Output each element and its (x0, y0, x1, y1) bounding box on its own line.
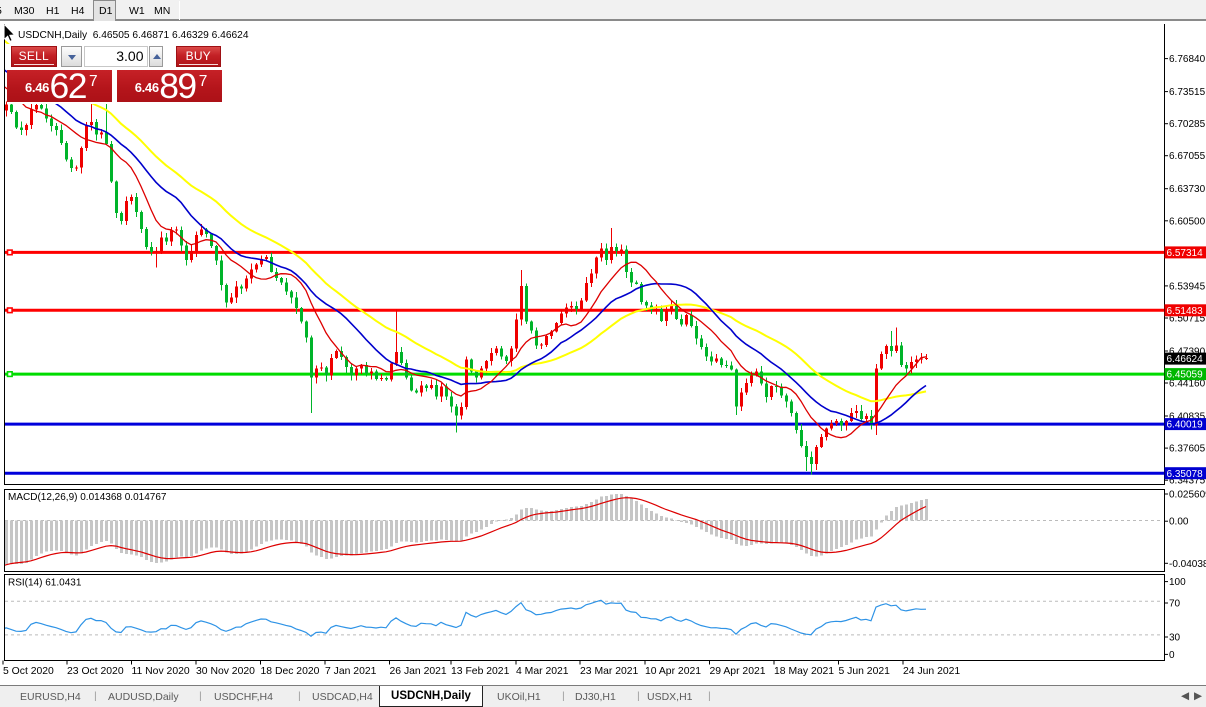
svg-text:6.50715: 6.50715 (1169, 314, 1206, 325)
svg-text:MACD(12,26,9) 0.014368 0.01476: MACD(12,26,9) 0.014368 0.014767 (8, 492, 167, 503)
svg-text:7 Jan 2021: 7 Jan 2021 (325, 666, 377, 677)
svg-text:100: 100 (1169, 577, 1186, 588)
svg-text:23 Oct 2020: 23 Oct 2020 (67, 666, 124, 677)
svg-text:5 Jun 2021: 5 Jun 2021 (839, 666, 891, 677)
svg-text:6.44160: 6.44160 (1169, 379, 1206, 390)
svg-text:26 Jan 2021: 26 Jan 2021 (390, 666, 447, 677)
svg-text:6.73515: 6.73515 (1169, 87, 1206, 98)
svg-text:0: 0 (1169, 650, 1175, 661)
svg-text:13 Feb 2021: 13 Feb 2021 (451, 666, 510, 677)
svg-text:6.53945: 6.53945 (1169, 281, 1206, 292)
svg-text:6.70285: 6.70285 (1169, 119, 1206, 130)
svg-text:0.025609: 0.025609 (1169, 490, 1206, 501)
svg-text:10 Apr 2021: 10 Apr 2021 (645, 666, 701, 677)
svg-text:5 Oct 2020: 5 Oct 2020 (3, 666, 54, 677)
svg-text:6.47390: 6.47390 (1169, 347, 1206, 358)
svg-text:4 Mar 2021: 4 Mar 2021 (516, 666, 569, 677)
svg-text:6.67055: 6.67055 (1169, 151, 1206, 162)
svg-text:6.57314: 6.57314 (1167, 248, 1204, 259)
svg-text:6.37605: 6.37605 (1169, 444, 1206, 455)
svg-text:RSI(14) 61.0431: RSI(14) 61.0431 (8, 578, 82, 589)
svg-text:USDCNH,Daily 6.46505 6.46871: USDCNH,Daily 6.46505 6.46871 6.46329 6.4… (18, 30, 249, 41)
svg-text:6.40019: 6.40019 (1167, 420, 1204, 431)
svg-text:18 Dec 2020: 18 Dec 2020 (261, 666, 320, 677)
svg-text:6.40835: 6.40835 (1169, 412, 1206, 423)
svg-text:30: 30 (1169, 633, 1181, 644)
svg-text:6.46624: 6.46624 (1167, 354, 1204, 365)
svg-text:18 May 2021: 18 May 2021 (774, 666, 834, 677)
svg-text:6.63730: 6.63730 (1169, 184, 1206, 195)
svg-text:6.51483: 6.51483 (1167, 306, 1204, 317)
svg-text:6.45059: 6.45059 (1167, 370, 1204, 381)
svg-text:11 Nov 2020: 11 Nov 2020 (132, 666, 190, 677)
svg-text:23 Mar 2021: 23 Mar 2021 (580, 666, 639, 677)
svg-text:70: 70 (1169, 599, 1181, 610)
svg-text:6.76840: 6.76840 (1169, 54, 1206, 65)
svg-text:24 Jun 2021: 24 Jun 2021 (903, 666, 960, 677)
svg-text:6.60500: 6.60500 (1169, 216, 1206, 227)
svg-text:29 Apr 2021: 29 Apr 2021 (710, 666, 766, 677)
svg-text:-0.04038: -0.04038 (1169, 559, 1206, 570)
svg-text:30 Nov 2020: 30 Nov 2020 (196, 666, 255, 677)
svg-text:6.35078: 6.35078 (1167, 469, 1204, 480)
svg-text:0.00: 0.00 (1169, 517, 1189, 528)
svg-text:6.34375: 6.34375 (1169, 476, 1206, 487)
